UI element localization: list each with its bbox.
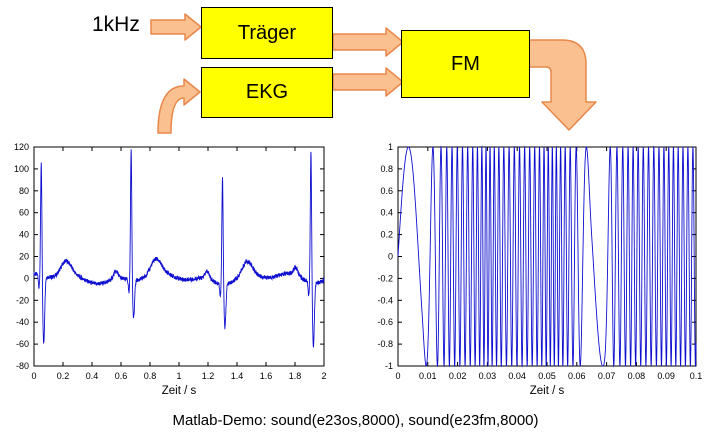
- x-tick-label: 1.2: [202, 371, 215, 381]
- x-tick-label: 1.8: [289, 371, 302, 381]
- x-tick-label: 0.6: [115, 371, 128, 381]
- x-tick-label: 0.4: [86, 371, 99, 381]
- arrow-fm-output: [526, 39, 597, 131]
- x-tick-label: 0: [395, 371, 400, 381]
- x-tick-label: 0.08: [628, 371, 646, 381]
- x-tick-label: 0.2: [57, 371, 70, 381]
- x-tick-label: 0.1: [690, 371, 703, 381]
- block-fm: FM: [401, 30, 530, 98]
- y-tick-label: 40: [19, 230, 29, 240]
- x-tick-label: 0.8: [144, 371, 157, 381]
- arrow-ekg-to-fm: [332, 67, 404, 97]
- y-tick-label: 0.4: [380, 208, 393, 218]
- ekg-signal-trace: [33, 149, 325, 348]
- input-frequency-label: 1kHz: [92, 13, 140, 36]
- y-tick-label: 0.2: [380, 230, 393, 240]
- y-tick-label: -0.8: [377, 339, 393, 349]
- y-tick-label: -0.4: [377, 295, 393, 305]
- x-tick-label: 1: [176, 371, 181, 381]
- y-tick-label: 0: [388, 252, 393, 262]
- y-tick-label: -20: [16, 295, 29, 305]
- y-tick-label: -1: [385, 361, 393, 371]
- y-tick-label: 0: [24, 273, 29, 283]
- plot-box: [33, 146, 325, 367]
- x-tick-label: 0.05: [538, 371, 556, 381]
- block-ekg: EKG: [201, 67, 333, 118]
- x-tick-label: 2: [321, 371, 326, 381]
- y-tick-label: 100: [14, 164, 29, 174]
- y-tick-label: 20: [19, 252, 29, 262]
- arrow-layer: [150, 13, 597, 134]
- block-traeger: Träger: [201, 7, 333, 59]
- x-tick-label: 0.03: [479, 371, 497, 381]
- y-tick-label: 1: [388, 142, 393, 152]
- y-tick-label: -40: [16, 317, 29, 327]
- x-tick-label: 0.01: [419, 371, 437, 381]
- x-tick-label: 0.07: [598, 371, 616, 381]
- x-tick-label: 1.4: [231, 371, 244, 381]
- x-axis-label: Zeit / s: [162, 385, 197, 397]
- x-axis-label: Zeit / s: [530, 385, 565, 397]
- y-tick-label: -80: [16, 361, 29, 371]
- ekg-plot: 0 0.2 0.4 0.6 0.8 1 1.2 1.4 1.6 1.8 2 -80 -60 -40 -20 0…: [14, 142, 327, 397]
- x-tick-label: 0.02: [449, 371, 467, 381]
- y-tick-label: 60: [19, 208, 29, 218]
- arrow-into-ekg: [157, 78, 201, 134]
- x-tick-label: 0.09: [657, 371, 675, 381]
- flow-diagram: 1kHz Träger EKG FM: [0, 0, 711, 140]
- y-tick-label: 120: [14, 142, 29, 152]
- y-tick-label: 0.6: [380, 186, 393, 196]
- y-tick-label: -60: [16, 339, 29, 349]
- x-tick-label: 0: [31, 371, 36, 381]
- caption: Matlab-Demo: sound(e23os,8000), sound(e2…: [172, 412, 539, 429]
- x-tick-label: 1.6: [260, 371, 273, 381]
- x-tick-label: 0.04: [508, 371, 526, 381]
- y-tick-label: -0.6: [377, 317, 393, 327]
- fm-signal-trace: [397, 145, 697, 368]
- fm-plot: 0 0.01 0.02 0.03 0.04 0.05 0.06 0.07 0.08 0.09 0.1…: [377, 142, 703, 397]
- arrow-1khz-to-traeger: [150, 13, 202, 41]
- x-tick-label: 0.06: [568, 371, 586, 381]
- arrow-traeger-to-fm: [332, 27, 404, 57]
- y-tick-label: 80: [19, 186, 29, 196]
- y-tick-label: 0.8: [380, 164, 393, 174]
- y-tick-label: -0.2: [377, 273, 393, 283]
